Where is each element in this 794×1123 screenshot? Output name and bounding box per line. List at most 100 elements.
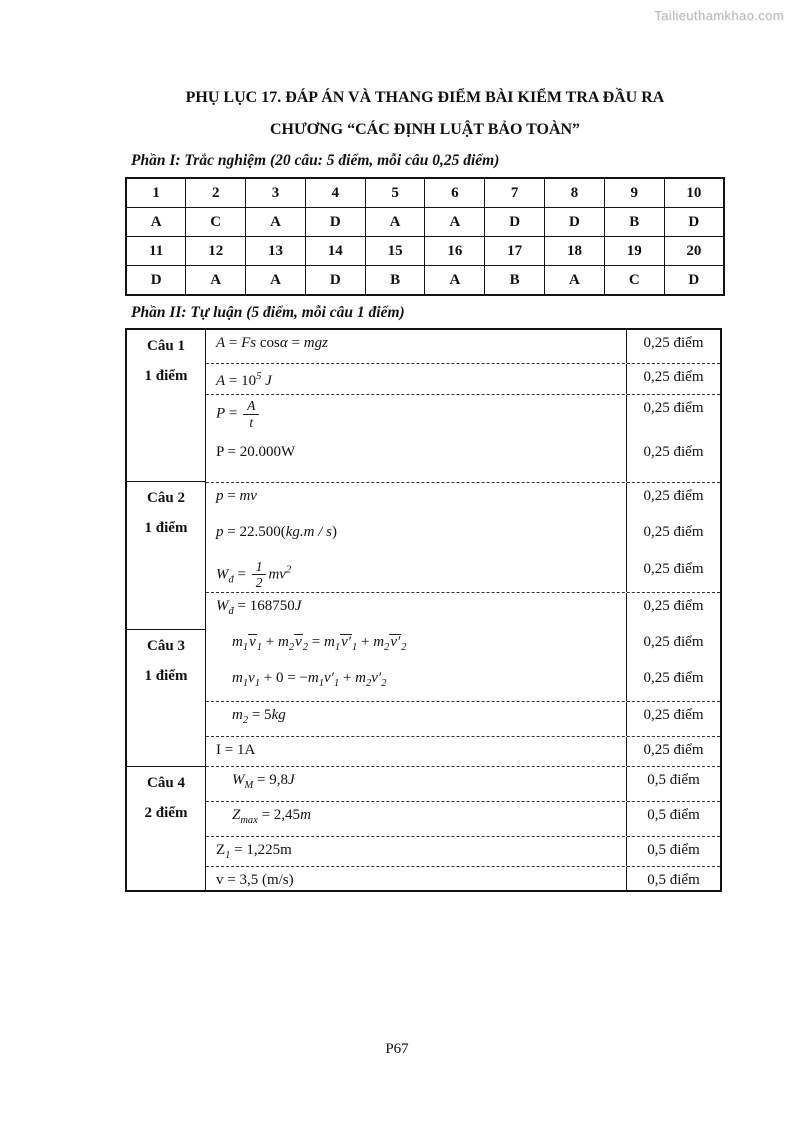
formula-line: m2 = 5kg 0,25 điểm <box>206 702 720 736</box>
answer-cell: 15 <box>364 236 426 266</box>
score-cell: 0,25 điểm <box>626 330 720 363</box>
grading-row: Wđ = 168750J 0,25 điểm m1v1 + m2v2 = m1v′1… <box>206 592 720 701</box>
formula-segment: v <box>294 634 303 650</box>
question-title: Câu 2 <box>147 490 185 506</box>
answer-cell: D <box>663 207 725 237</box>
formula-segment: 2 <box>401 642 407 653</box>
score-cell: 0,25 điểm <box>626 737 720 766</box>
formula-segment: 1 <box>334 642 341 653</box>
score-cell: 0,25 điểm <box>626 555 720 592</box>
formula-segment: mv <box>239 488 257 504</box>
formula-segment: v′ <box>340 634 353 650</box>
answer-cell: 8 <box>544 177 605 208</box>
formula-line: p = mv 0,25 điểm <box>206 483 720 520</box>
formula-segment: 1 <box>254 678 261 689</box>
fraction-numerator: 1 <box>251 559 267 576</box>
grading-row: m2 = 5kg 0,25 điểm <box>206 701 720 736</box>
answer-cell: 7 <box>484 177 546 208</box>
answer-cell: D <box>125 265 187 296</box>
part1-heading: Phần I: Trắc nghiệm (20 câu: 5 điểm, mỗi… <box>131 152 500 169</box>
formula-segment: = 168750 <box>233 598 295 614</box>
score-cell: 0,25 điểm <box>626 702 720 736</box>
answer-cell: 12 <box>185 236 247 266</box>
score-cell: 0,25 điểm <box>626 395 720 439</box>
formula-segment: + <box>339 670 356 686</box>
grading-row: v = 3,5 (m/s) 0,5 điểm <box>206 866 720 890</box>
score-cell: 0,25 điểm <box>626 593 720 629</box>
formula: A = 105 J <box>206 364 626 391</box>
formula-line: v = 3,5 (m/s) 0,5 điểm <box>206 867 720 890</box>
score-cell: 0,5 điểm <box>626 802 720 836</box>
question-label: Câu 2 1 điểm <box>127 481 205 629</box>
formula-segment: = <box>308 634 324 650</box>
formula-segment: J <box>265 373 272 389</box>
formula-segment: cos <box>256 335 280 351</box>
formula-segment: J <box>294 598 302 614</box>
answer-cell: D <box>304 265 366 296</box>
grading-row: p = mv 0,25 điểm p = 22.500(kg.m / s) 0,25 … <box>206 482 720 592</box>
answer-cell: D <box>304 207 366 237</box>
formula-segment: 1 <box>242 678 249 689</box>
formula-segment: v = 3,5 (m/s) <box>216 872 294 888</box>
answer-cell: A <box>245 207 306 237</box>
question-label: Câu 1 1 điểm <box>127 330 205 481</box>
answer-cell: 14 <box>304 236 366 266</box>
answer-cell: 17 <box>484 236 546 266</box>
formula-segment: = 22.500( <box>223 524 286 541</box>
formula: Zmax = 2,45m <box>206 802 626 831</box>
formula-segment: 1 <box>242 642 249 653</box>
answer-cell: A <box>125 207 187 237</box>
score-cell: 0,25 điểm <box>626 438 720 482</box>
answer-cell: 18 <box>544 236 605 266</box>
formula: Wđ = 168750J <box>206 593 626 622</box>
question-title: Câu 1 <box>147 338 185 354</box>
fraction-denominator: 2 <box>255 575 263 591</box>
question-points: 2 điểm <box>144 805 188 821</box>
page-number: P67 <box>385 1041 409 1057</box>
formula-line: I = 1A 0,25 điểm <box>206 737 720 766</box>
formula: p = 22.500(kg.m / s) <box>206 519 626 542</box>
answer-cell: D <box>663 265 725 296</box>
answer-cell: 20 <box>663 236 725 266</box>
formula-segment: kg.m / s <box>285 524 332 541</box>
answer-key-table: 1 2 3 4 5 6 7 8 9 10 A C A D A A D D B D 11 12 13 14 15 16 17 18 19 2… <box>125 177 725 296</box>
formula-segment: + <box>262 634 278 650</box>
formula: I = 1A <box>206 737 626 760</box>
formula-segment: đ <box>228 574 234 586</box>
formula-line: A = Fs cosα = mgz 0,25 điểm <box>206 330 720 363</box>
formula-segment: Z <box>216 842 226 858</box>
answer-cell: 1 <box>125 177 187 208</box>
formula-segment: = 10 <box>225 373 257 389</box>
formula-segment: W <box>232 772 245 788</box>
formula-segment: m <box>373 634 385 650</box>
answer-cell: 13 <box>245 236 306 266</box>
formula: m1v1 + m2v2 = m1v′1 + m2v′2 <box>206 629 626 658</box>
formula-segment: v <box>248 634 257 650</box>
answer-cell: A <box>424 207 486 237</box>
formula-segment: ) <box>331 524 337 541</box>
formula-segment: 2 <box>384 642 390 653</box>
score-cell: 0,25 điểm <box>626 665 720 701</box>
formula-segment: P <box>216 405 226 422</box>
score-cell: 0,5 điểm <box>626 837 720 866</box>
formula-line: P = 20.000W 0,25 điểm <box>206 438 720 482</box>
answer-cell: C <box>603 265 665 296</box>
formula-segment: W <box>216 566 229 583</box>
score-cell: 0,5 điểm <box>626 767 720 801</box>
formula-segment: 1 <box>225 850 231 861</box>
answer-cell: B <box>364 265 426 296</box>
question-label: Câu 4 2 điểm <box>127 766 205 890</box>
formula-segment: mgz <box>303 335 328 351</box>
formula-segment: + <box>357 634 374 650</box>
formula-segment: max <box>240 815 258 826</box>
formula-segment: 1 <box>352 642 358 653</box>
question-points: 1 điểm <box>144 520 188 536</box>
fraction-numerator: A <box>243 398 260 415</box>
formula-segment: M <box>244 780 254 791</box>
formula-segment: m <box>232 634 243 650</box>
